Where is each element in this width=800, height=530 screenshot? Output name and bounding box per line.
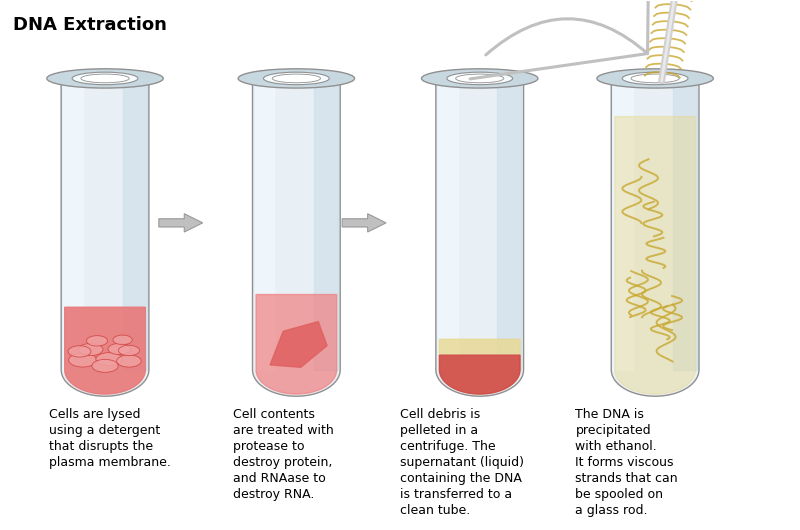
Ellipse shape <box>272 74 321 83</box>
Ellipse shape <box>631 74 679 83</box>
Ellipse shape <box>447 72 513 85</box>
Ellipse shape <box>117 355 142 367</box>
Ellipse shape <box>78 343 103 356</box>
Ellipse shape <box>422 69 538 88</box>
FancyArrowPatch shape <box>470 0 650 79</box>
Polygon shape <box>439 355 520 394</box>
Ellipse shape <box>69 353 97 367</box>
Ellipse shape <box>68 346 91 357</box>
Polygon shape <box>614 78 633 370</box>
Ellipse shape <box>86 335 107 346</box>
Polygon shape <box>63 78 83 370</box>
Ellipse shape <box>622 72 688 85</box>
Ellipse shape <box>456 74 504 83</box>
Polygon shape <box>256 295 337 394</box>
Polygon shape <box>614 117 695 394</box>
Ellipse shape <box>118 345 139 356</box>
Polygon shape <box>439 339 520 394</box>
Polygon shape <box>342 214 386 232</box>
Polygon shape <box>61 78 149 396</box>
Polygon shape <box>254 78 274 370</box>
Polygon shape <box>498 78 522 370</box>
Polygon shape <box>436 78 523 396</box>
Ellipse shape <box>113 335 132 344</box>
Polygon shape <box>438 78 458 370</box>
Text: Cells are lysed
using a detergent
that disrupts the
plasma membrane.: Cells are lysed using a detergent that d… <box>50 408 171 469</box>
Text: Cell debris is
pelleted in a
centrifuge. The
supernatant (liquid)
containing the: Cell debris is pelleted in a centrifuge.… <box>400 408 524 517</box>
Text: Cell contents
are treated with
protease to
destroy protein,
and RNAase to
destro: Cell contents are treated with protease … <box>233 408 334 501</box>
Ellipse shape <box>263 72 330 85</box>
Polygon shape <box>122 78 146 370</box>
Ellipse shape <box>108 343 130 355</box>
Text: DNA Extraction: DNA Extraction <box>14 16 167 34</box>
Ellipse shape <box>72 72 138 85</box>
Polygon shape <box>611 78 699 396</box>
Ellipse shape <box>47 69 163 88</box>
Polygon shape <box>673 78 697 370</box>
Polygon shape <box>270 322 327 367</box>
Ellipse shape <box>81 74 129 83</box>
Polygon shape <box>253 78 340 396</box>
Ellipse shape <box>238 69 354 88</box>
Polygon shape <box>314 78 338 370</box>
Ellipse shape <box>92 359 118 373</box>
Ellipse shape <box>597 69 714 88</box>
Polygon shape <box>65 307 146 394</box>
Text: The DNA is
precipitated
with ethanol.
It forms viscous
strands that can
be spool: The DNA is precipitated with ethanol. It… <box>575 408 678 517</box>
Polygon shape <box>159 214 202 232</box>
Ellipse shape <box>96 352 122 366</box>
